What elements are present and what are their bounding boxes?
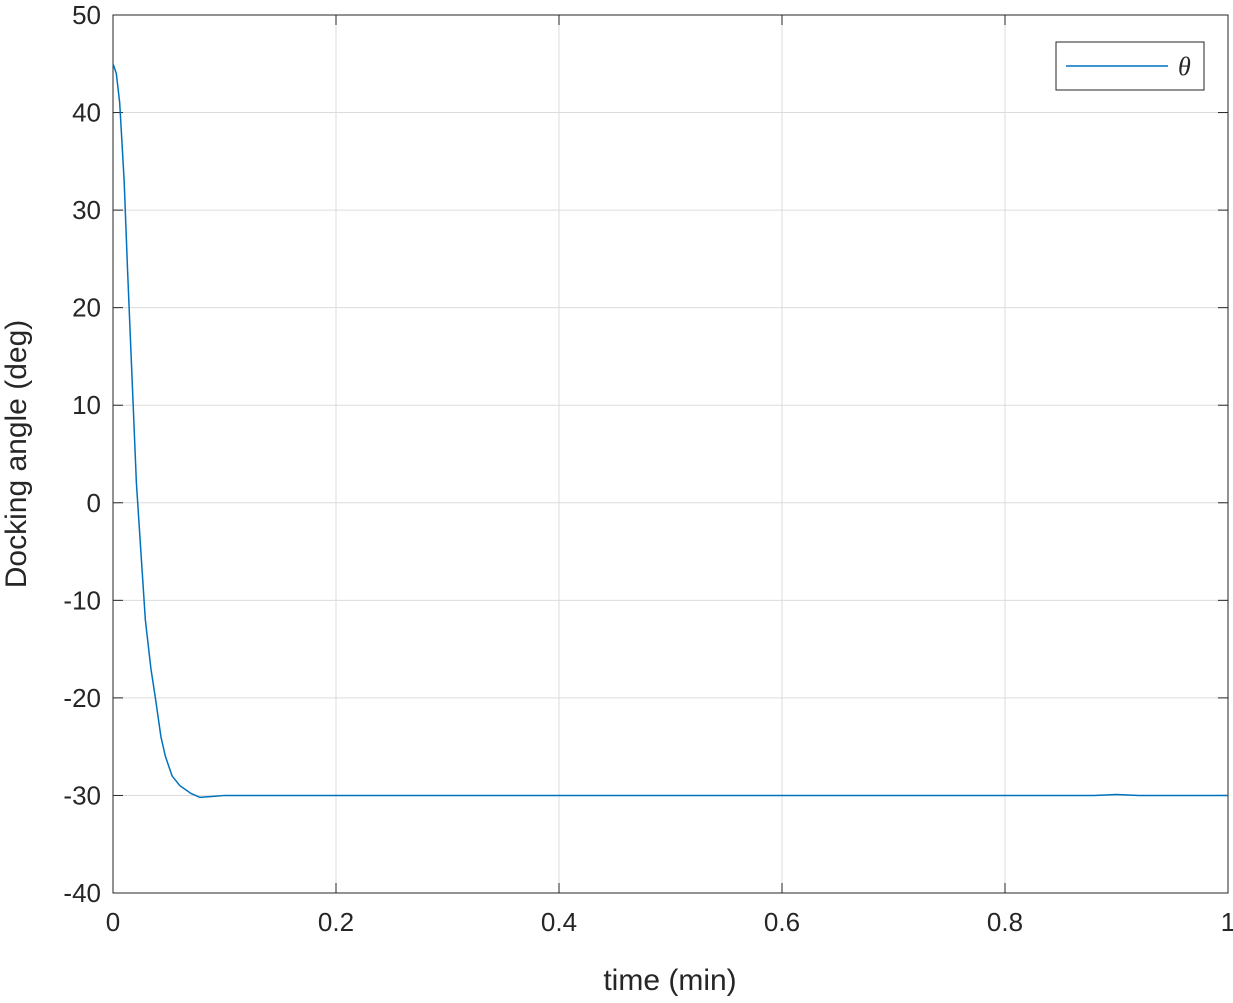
x-tick-label: 0.6 <box>764 907 800 937</box>
x-tick-label: 0.2 <box>318 907 354 937</box>
y-tick-label: 0 <box>87 488 101 518</box>
y-tick-label: -20 <box>63 683 101 713</box>
y-tick-label: 10 <box>72 390 101 420</box>
y-tick-label: -30 <box>63 780 101 810</box>
y-axis-label: Docking angle (deg) <box>0 320 33 589</box>
legend-label: θ <box>1178 52 1191 81</box>
y-tick-label: 30 <box>72 195 101 225</box>
x-tick-label: 0 <box>106 907 120 937</box>
x-tick-label: 1 <box>1221 907 1233 937</box>
y-tick-label: -40 <box>63 878 101 908</box>
plot-frame <box>112 14 1229 894</box>
x-axis-label: time (min) <box>603 964 736 997</box>
y-tick-label: 20 <box>72 293 101 323</box>
x-tick-label: 0.4 <box>541 907 577 937</box>
data-line <box>112 63 1228 799</box>
y-tick-label: -10 <box>63 585 101 615</box>
x-tick-label: 0.8 <box>987 907 1023 937</box>
y-tick-label: 50 <box>72 0 101 30</box>
y-tick-label: 40 <box>72 98 101 128</box>
